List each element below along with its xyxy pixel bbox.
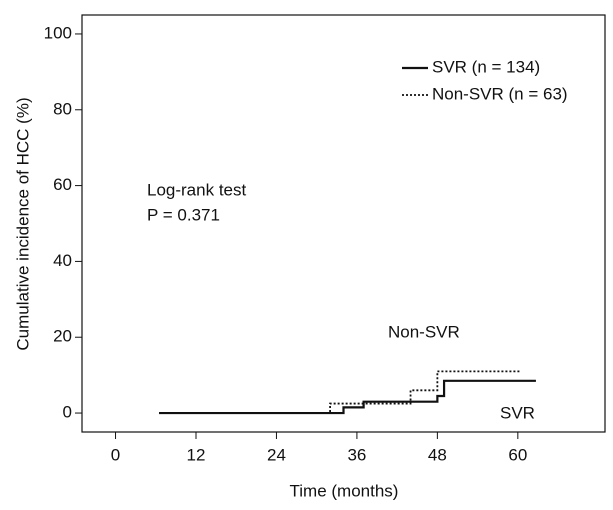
x-tick-label: 0 (111, 445, 120, 464)
y-axis-label: Cumulative incidence of HCC (%) (13, 97, 32, 350)
x-axis-label: Time (months) (290, 481, 399, 500)
annotation: Non-SVR (388, 322, 460, 341)
x-tick-label: 24 (267, 445, 286, 464)
step-curve (159, 379, 536, 415)
y-tick-label: 60 (53, 175, 72, 194)
legend-label: Non-SVR (n = 63) (432, 84, 568, 103)
y-tick-label: 40 (53, 251, 72, 270)
annotation: P = 0.371 (147, 205, 220, 224)
x-tick-label: 36 (347, 445, 366, 464)
annotation: SVR (500, 403, 535, 422)
x-tick-label: 12 (187, 445, 206, 464)
plot-frame (81, 14, 606, 433)
y-tick-label: 20 (53, 327, 72, 346)
y-tick-label: 100 (44, 23, 72, 42)
x-tick-label: 48 (428, 445, 447, 464)
y-tick-label: 80 (53, 99, 72, 118)
y-tick-label: 0 (63, 403, 72, 422)
legend-label: SVR (n = 134) (432, 57, 540, 76)
annotation: Log-rank test (147, 180, 246, 199)
x-tick-label: 60 (508, 445, 527, 464)
step-curve (159, 370, 522, 414)
